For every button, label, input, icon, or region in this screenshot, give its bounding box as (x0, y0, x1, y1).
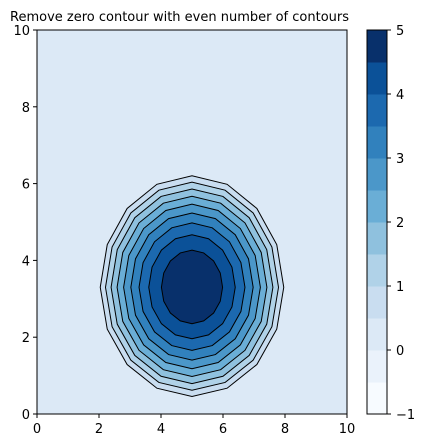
colorbar-tick-label: −1 (396, 408, 415, 423)
y-tick-label: 2 (22, 331, 30, 346)
plot-frame (36, 29, 348, 415)
y-tick-label: 4 (22, 254, 30, 269)
y-tick-label: 0 (22, 408, 30, 423)
colorbar-band (367, 286, 387, 319)
colorbar-tick-label: 0 (396, 344, 404, 359)
colorbar-tick-label: 4 (396, 88, 404, 103)
y-tick-label: 10 (13, 24, 30, 39)
x-tick-label: 4 (157, 422, 165, 437)
y-tick-label: 8 (22, 101, 30, 116)
colorbar-band (367, 158, 387, 191)
x-tick-label: 10 (339, 422, 356, 437)
colorbar-band (367, 350, 387, 383)
colorbar-band (367, 222, 387, 255)
chart-title: Remove zero contour with even number of … (10, 10, 349, 25)
colorbar-tick-label: 3 (396, 152, 404, 167)
colorbar-tick-label: 2 (396, 216, 404, 231)
x-tick-label: 0 (33, 422, 41, 437)
x-tick-label: 2 (95, 422, 103, 437)
colorbar-band (367, 190, 387, 223)
colorbar: −1 0 1 2 3 4 5 (366, 24, 415, 423)
colorbar-band (367, 30, 387, 63)
x-tick-label: 8 (281, 422, 289, 437)
colorbar-band (367, 254, 387, 287)
y-tick-label: 6 (22, 178, 30, 193)
colorbar-band (367, 94, 387, 127)
colorbar-band (367, 126, 387, 159)
colorbar-band (367, 318, 387, 351)
contour-band-4_5 (160, 249, 224, 325)
colorbar-band (367, 62, 387, 95)
axes: 0 2 4 6 8 10 0 2 4 6 8 10 (13, 24, 355, 437)
plot-area (37, 30, 347, 414)
x-tick-label: 6 (219, 422, 227, 437)
colorbar-tick-label: 1 (396, 280, 404, 295)
colorbar-band (367, 382, 387, 415)
colorbar-tick-label: 5 (396, 24, 404, 39)
